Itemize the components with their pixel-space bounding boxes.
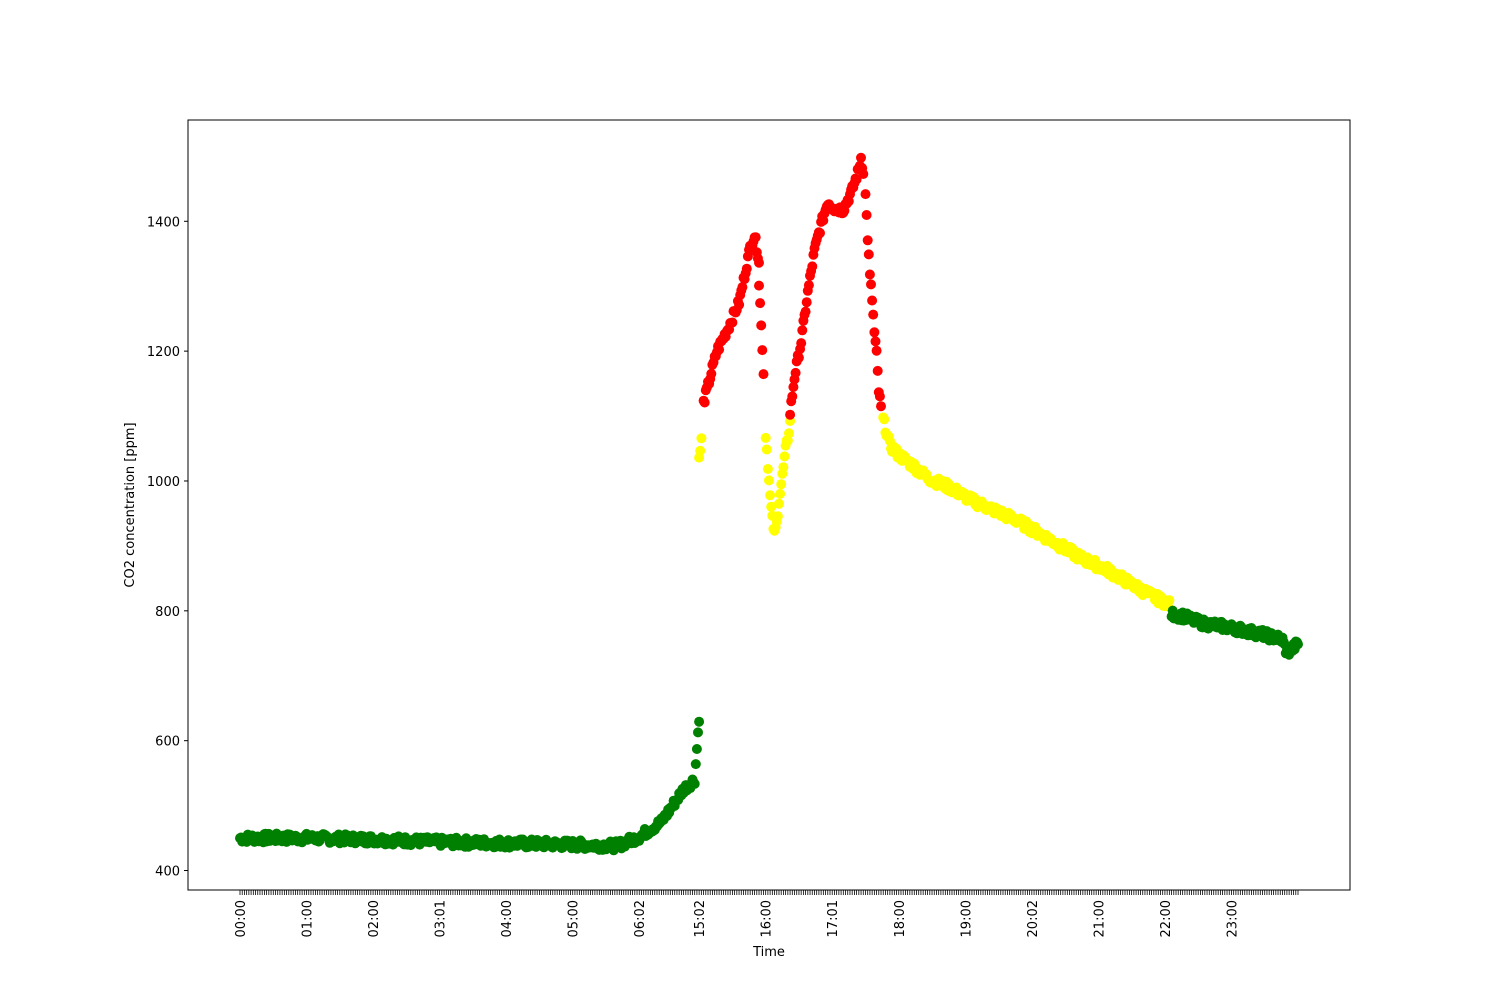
x-tick-label: 03:01	[434, 900, 449, 937]
data-point	[874, 391, 885, 402]
data-point	[772, 511, 783, 522]
x-tick-label: 20:02	[1026, 900, 1041, 937]
data-point	[871, 345, 882, 356]
data-point	[764, 475, 774, 486]
data-point	[869, 327, 880, 338]
data-point	[778, 462, 789, 473]
data-point	[774, 498, 784, 509]
data-point	[861, 210, 872, 220]
data-point	[706, 368, 717, 379]
data-point	[784, 428, 794, 439]
data-point	[862, 235, 873, 246]
data-point	[801, 297, 812, 308]
data-point	[695, 445, 706, 456]
data-point	[775, 488, 786, 499]
data-point	[787, 391, 798, 402]
x-tick-label: 23:00	[1226, 900, 1241, 937]
data-point	[758, 369, 769, 380]
data-point	[858, 169, 869, 179]
data-point	[699, 397, 710, 408]
data-point	[727, 317, 738, 328]
data-point	[741, 263, 752, 274]
data-point	[737, 282, 748, 293]
data-point	[856, 152, 866, 163]
y-tick-label: 1200	[147, 345, 180, 360]
x-tick-label: 04:00	[500, 900, 515, 937]
data-point	[788, 382, 799, 392]
x-tick-label: 05:00	[567, 900, 582, 937]
x-tick-label: 02:00	[367, 900, 382, 937]
x-tick-label: 17:01	[826, 900, 841, 937]
data-point	[691, 744, 702, 754]
data-point	[879, 414, 890, 425]
data-point	[750, 232, 761, 243]
data-point	[696, 433, 707, 444]
data-point	[785, 409, 796, 420]
x-tick-label: 22:00	[1159, 900, 1174, 937]
x-tick-label: 06:02	[633, 900, 648, 937]
data-point	[755, 298, 766, 309]
data-point	[761, 444, 772, 455]
data-point	[765, 490, 776, 501]
data-point	[690, 759, 701, 770]
x-tick-label: 19:00	[959, 900, 974, 937]
x-tick-label: 15:02	[693, 900, 708, 937]
data-point	[815, 228, 825, 238]
x-tick-label: 00:00	[234, 900, 249, 937]
data-point	[760, 432, 771, 443]
data-point	[762, 464, 773, 474]
data-point	[694, 716, 705, 727]
data-point	[807, 261, 818, 272]
data-point	[757, 345, 768, 356]
data-point	[870, 336, 881, 347]
y-tick-label: 600	[155, 735, 180, 750]
data-point	[779, 451, 790, 462]
data-point	[800, 306, 811, 317]
y-tick-label: 800	[155, 605, 180, 620]
data-point	[1293, 639, 1303, 650]
y-axis-label: CO2 concentration [ppm]	[123, 422, 138, 587]
y-axis: 400 600 800 1000 1200 1400	[147, 215, 188, 880]
y-tick-label: 1000	[147, 475, 180, 490]
data-point	[790, 367, 801, 378]
data-point	[782, 435, 793, 446]
data-point	[796, 338, 807, 349]
data-point	[776, 479, 787, 490]
data-point	[868, 309, 879, 320]
data-point	[766, 501, 777, 512]
x-axis: 00:00 01:00 02:00 03:01 04:00 05:00 06:02 15:02…	[234, 890, 1299, 937]
y-tick-label: 1400	[147, 215, 180, 230]
data-point	[734, 299, 745, 310]
data-point	[693, 727, 703, 738]
data-points	[235, 152, 1303, 856]
data-point	[876, 401, 886, 412]
x-tick-label: 16:00	[760, 900, 775, 937]
data-point	[851, 174, 862, 185]
plot-frame	[187, 119, 1351, 891]
data-point	[860, 189, 871, 200]
data-point	[872, 365, 883, 376]
x-tick-label: 01:00	[301, 900, 316, 937]
data-point	[803, 280, 814, 291]
x-tick-label: 21:00	[1092, 900, 1107, 937]
x-axis-label: Time	[752, 945, 785, 960]
data-point	[797, 325, 808, 336]
data-point	[714, 344, 725, 355]
x-tick-label: 18:00	[893, 900, 908, 937]
data-point	[793, 352, 804, 363]
data-point	[756, 320, 767, 331]
data-point	[867, 295, 878, 306]
data-point	[1164, 595, 1175, 606]
y-tick-label: 400	[155, 865, 180, 880]
data-point	[689, 778, 700, 789]
data-point	[866, 279, 876, 290]
data-point	[863, 249, 874, 260]
data-point	[754, 280, 764, 291]
data-point	[754, 257, 764, 268]
data-point	[864, 269, 875, 280]
